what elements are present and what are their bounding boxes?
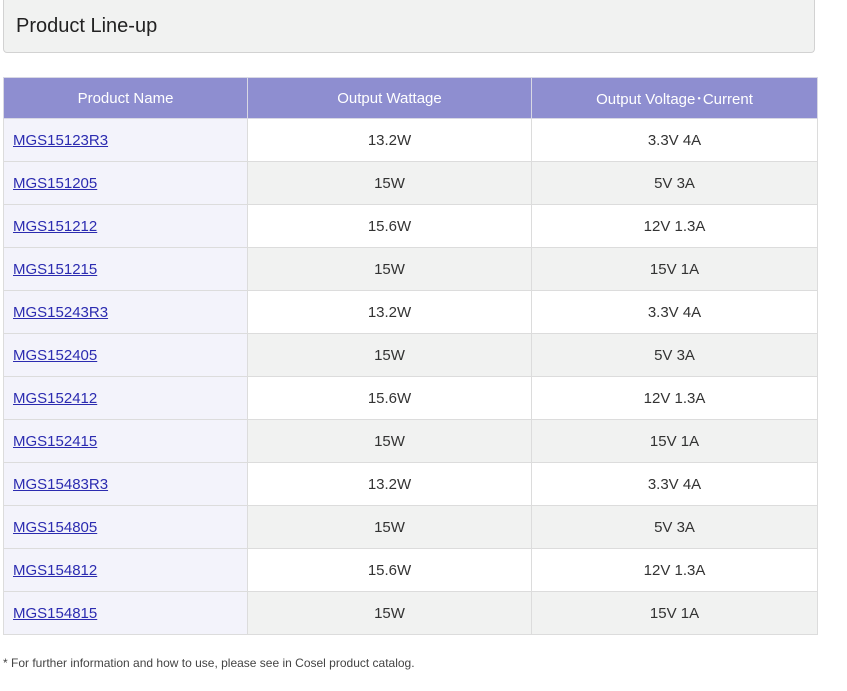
product-link[interactable]: MGS152412	[13, 389, 98, 407]
table-row: MGS151205 15W 5V 3A	[3, 161, 818, 205]
output-voltage-current-cell: 12V 1.3A	[531, 548, 818, 592]
product-name-cell: MGS154815	[3, 591, 248, 635]
table-row: MGS15243R3 13.2W 3.3V 4A	[3, 290, 818, 334]
output-voltage-current-cell: 3.3V 4A	[531, 118, 818, 162]
product-name-cell: MGS15123R3	[3, 118, 248, 162]
product-link[interactable]: MGS154815	[13, 604, 98, 622]
output-wattage-cell: 13.2W	[247, 290, 532, 334]
output-voltage-current-cell: 15V 1A	[531, 419, 818, 463]
table-row: MGS154815 15W 15V 1A	[3, 591, 818, 635]
product-name-cell: MGS152415	[3, 419, 248, 463]
output-wattage-cell: 15W	[247, 591, 532, 635]
table-row: MGS154812 15.6W 12V 1.3A	[3, 548, 818, 592]
column-header-product-name: Product Name	[3, 77, 248, 119]
section-header: Product Line-up	[3, 0, 815, 53]
column-header-output-wattage: Output Wattage	[247, 77, 532, 119]
output-wattage-cell: 13.2W	[247, 462, 532, 506]
output-wattage-cell: 15.6W	[247, 204, 532, 248]
table-row: MGS152412 15.6W 12V 1.3A	[3, 376, 818, 420]
product-link[interactable]: MGS152405	[13, 346, 98, 364]
table-row: MGS15483R3 13.2W 3.3V 4A	[3, 462, 818, 506]
output-voltage-current-cell: 5V 3A	[531, 505, 818, 549]
product-link[interactable]: MGS151215	[13, 260, 98, 278]
product-link[interactable]: MGS151205	[13, 174, 98, 192]
column-header-output-voltage-current: Output Voltage･Current	[531, 77, 818, 119]
table-body: MGS15123R3 13.2W 3.3V 4A MGS151205 15W 5…	[3, 118, 818, 635]
product-name-cell: MGS154812	[3, 548, 248, 592]
table-row: MGS151215 15W 15V 1A	[3, 247, 818, 291]
section-title: Product Line-up	[16, 15, 158, 37]
product-lineup-table: Product Name Output Wattage Output Volta…	[3, 77, 818, 635]
table-row: MGS154805 15W 5V 3A	[3, 505, 818, 549]
product-name-cell: MGS152412	[3, 376, 248, 420]
output-wattage-cell: 15W	[247, 247, 532, 291]
product-link[interactable]: MGS151212	[13, 217, 98, 235]
footnote: * For further information and how to use…	[3, 656, 415, 670]
output-voltage-current-cell: 12V 1.3A	[531, 376, 818, 420]
product-name-cell: MGS15483R3	[3, 462, 248, 506]
output-wattage-cell: 15.6W	[247, 548, 532, 592]
output-wattage-cell: 15.6W	[247, 376, 532, 420]
output-wattage-cell: 15W	[247, 505, 532, 549]
output-voltage-current-cell: 15V 1A	[531, 591, 818, 635]
product-link[interactable]: MGS152415	[13, 432, 98, 450]
output-voltage-current-cell: 3.3V 4A	[531, 290, 818, 334]
product-name-cell: MGS151212	[3, 204, 248, 248]
output-voltage-current-cell: 5V 3A	[531, 333, 818, 377]
output-wattage-cell: 15W	[247, 333, 532, 377]
product-link[interactable]: MGS15243R3	[13, 303, 109, 321]
output-voltage-current-cell: 12V 1.3A	[531, 204, 818, 248]
output-voltage-current-cell: 15V 1A	[531, 247, 818, 291]
product-name-cell: MGS152405	[3, 333, 248, 377]
table-header-row: Product Name Output Wattage Output Volta…	[3, 77, 818, 119]
table-row: MGS151212 15.6W 12V 1.3A	[3, 204, 818, 248]
product-name-cell: MGS151205	[3, 161, 248, 205]
product-link[interactable]: MGS15483R3	[13, 475, 109, 493]
table-row: MGS152405 15W 5V 3A	[3, 333, 818, 377]
table-row: MGS15123R3 13.2W 3.3V 4A	[3, 118, 818, 162]
output-voltage-current-cell: 5V 3A	[531, 161, 818, 205]
product-link[interactable]: MGS15123R3	[13, 131, 109, 149]
product-link[interactable]: MGS154805	[13, 518, 98, 536]
product-name-cell: MGS151215	[3, 247, 248, 291]
output-voltage-current-cell: 3.3V 4A	[531, 462, 818, 506]
output-wattage-cell: 15W	[247, 161, 532, 205]
product-link[interactable]: MGS154812	[13, 561, 98, 579]
product-name-cell: MGS15243R3	[3, 290, 248, 334]
table-row: MGS152415 15W 15V 1A	[3, 419, 818, 463]
output-wattage-cell: 15W	[247, 419, 532, 463]
output-wattage-cell: 13.2W	[247, 118, 532, 162]
product-name-cell: MGS154805	[3, 505, 248, 549]
